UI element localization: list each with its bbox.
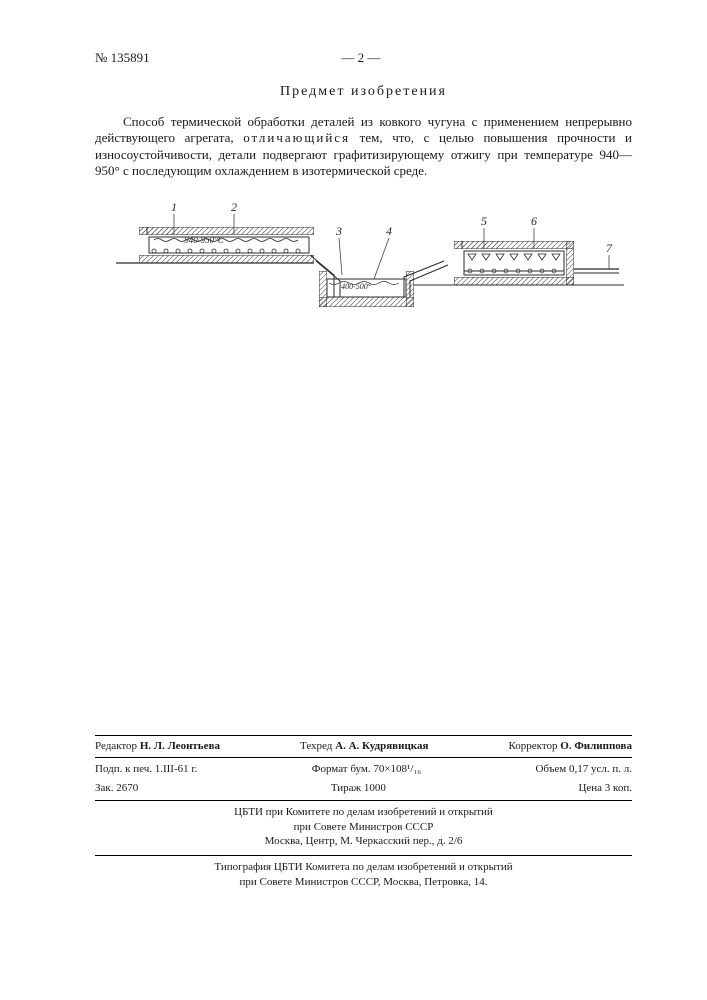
svg-text:400-500°: 400-500°	[341, 282, 372, 291]
imprint-footer: Редактор Н. Л. Леонтьева Техред А. А. Ку…	[95, 735, 632, 890]
svg-text:940-950°C: 940-950°C	[184, 235, 225, 245]
svg-text:3: 3	[335, 224, 342, 238]
pub-row-1: Подп. к печ. 1.III-61 г. Формат бум. 70×…	[95, 760, 632, 779]
svg-text:5: 5	[481, 214, 487, 228]
svg-text:6: 6	[531, 214, 537, 228]
publisher-line-1: ЦБТИ при Комитете по делам изобретений и…	[95, 805, 632, 820]
typography-block: Типография ЦБТИ Комитета по делам изобре…	[95, 855, 632, 890]
emphasized-word: отличающийся	[243, 130, 350, 145]
svg-text:4: 4	[386, 224, 392, 238]
section-title: Предмет изобретения	[95, 84, 632, 100]
editor-name: Н. Л. Леонтьева	[140, 740, 220, 752]
svg-text:2: 2	[231, 200, 237, 214]
publisher-block: ЦБТИ при Комитете по делам изобретений и…	[95, 800, 632, 850]
svg-text:1: 1	[171, 200, 177, 214]
diagram: 1 2 3 4 5 6 7 940-950°C 400-500°	[95, 197, 632, 337]
header-spacer	[572, 50, 632, 66]
tirage: Тираж 1000	[331, 781, 386, 796]
page-number: — 2 —	[341, 50, 380, 66]
editor: Редактор Н. Л. Леонтьева	[95, 739, 220, 754]
volume: Объем 0,17 усл. п. л.	[535, 762, 632, 777]
paper-format: Формат бум. 70×108¹/₁₆	[312, 762, 421, 777]
tech-label: Техред	[300, 740, 332, 752]
publisher-address: Москва, Центр, М. Черкасский пер., д. 2/…	[95, 834, 632, 849]
pub-row-2: Зак. 2670 Тираж 1000 Цена 3 коп.	[95, 779, 632, 798]
order-no: Зак. 2670	[95, 781, 138, 796]
publisher-line-2: при Совете Министров СССР	[95, 820, 632, 835]
apparatus-diagram: 1 2 3 4 5 6 7 940-950°C 400-500°	[104, 197, 624, 337]
editor-label: Редактор	[95, 740, 137, 752]
claim-paragraph: Способ термической обработки деталей из …	[95, 114, 632, 179]
page: № 135891 — 2 — Предмет изобретения Спосо…	[0, 0, 707, 1000]
patent-number: № 135891	[95, 50, 150, 66]
typography-line-2: при Совете Министров СССР, Москва, Петро…	[95, 875, 632, 890]
tech-name: А. А. Кудрявицкая	[335, 740, 428, 752]
corrector-label: Корректор	[508, 740, 557, 752]
corrector-name: О. Филиппова	[560, 740, 632, 752]
signed-date: Подп. к печ. 1.III-61 г.	[95, 762, 197, 777]
header-row: № 135891 — 2 —	[95, 50, 632, 66]
svg-text:7: 7	[606, 241, 613, 255]
credits-row: Редактор Н. Л. Леонтьева Техред А. А. Ку…	[95, 735, 632, 758]
price: Цена 3 коп.	[578, 781, 632, 796]
corrector: Корректор О. Филиппова	[508, 739, 632, 754]
typography-line-1: Типография ЦБТИ Комитета по делам изобре…	[95, 860, 632, 875]
tech-editor: Техред А. А. Кудрявицкая	[300, 739, 428, 754]
